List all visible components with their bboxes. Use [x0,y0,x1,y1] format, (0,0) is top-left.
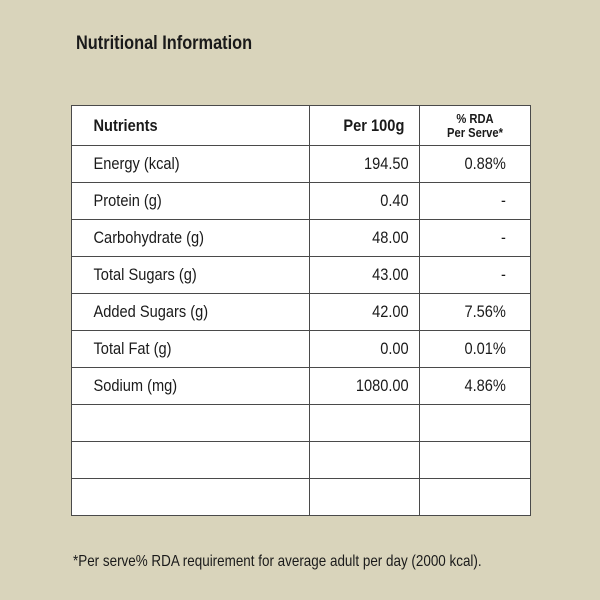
rda-value: - [419,219,531,257]
table-row: Protein (g) 0.40 - [71,182,531,220]
nutrient-name: Added Sugars (g) [71,293,310,331]
table-row: Carbohydrate (g) 48.00 - [71,219,531,257]
nutrient-name: Total Sugars (g) [71,256,310,294]
rda-value: - [419,256,531,294]
header-rda-line2: Per Serve* [447,124,503,140]
nutrient-name: Carbohydrate (g) [71,219,310,257]
table-row: Total Fat (g) 0.00 0.01% [71,330,531,368]
nutrient-name: Total Fat (g) [71,330,310,368]
nutrition-table: Nutrients Per 100g % RDA Per Serve* Ener… [71,105,531,516]
per-100g-value [309,478,420,516]
header-per-100g: Per 100g [309,105,420,146]
table-row: Added Sugars (g) 42.00 7.56% [71,293,531,331]
page-title: Nutritional Information [76,33,253,54]
table-row-empty [71,404,531,442]
rda-value [419,478,531,516]
nutrient-name: Energy (kcal) [71,145,310,183]
table-row-empty [71,478,531,516]
header-rda-line1: % RDA [456,110,494,126]
table-row: Energy (kcal) 194.50 0.88% [71,145,531,183]
rda-value: 7.56% [419,293,531,331]
per-100g-value: 48.00 [309,219,420,257]
nutrient-name [71,441,310,479]
table-row: Total Sugars (g) 43.00 - [71,256,531,294]
nutrient-name [71,404,310,442]
nutrient-name [71,478,310,516]
rda-value [419,404,531,442]
header-nutrients: Nutrients [71,105,310,146]
nutrient-name: Sodium (mg) [71,367,310,405]
table-header-row: Nutrients Per 100g % RDA Per Serve* [71,105,531,146]
table-row: Sodium (mg) 1080.00 4.86% [71,367,531,405]
rda-value: - [419,182,531,220]
header-rda: % RDA Per Serve* [419,105,531,146]
rda-value: 0.88% [419,145,531,183]
per-100g-value: 1080.00 [309,367,420,405]
per-100g-value [309,441,420,479]
per-100g-value: 0.00 [309,330,420,368]
per-100g-value: 194.50 [309,145,420,183]
per-100g-value: 0.40 [309,182,420,220]
rda-value [419,441,531,479]
rda-value: 4.86% [419,367,531,405]
footnote: *Per serve% RDA requirement for average … [73,553,482,570]
rda-value: 0.01% [419,330,531,368]
per-100g-value: 42.00 [309,293,420,331]
per-100g-value: 43.00 [309,256,420,294]
per-100g-value [309,404,420,442]
nutrient-name: Protein (g) [71,182,310,220]
table-row-empty [71,441,531,479]
